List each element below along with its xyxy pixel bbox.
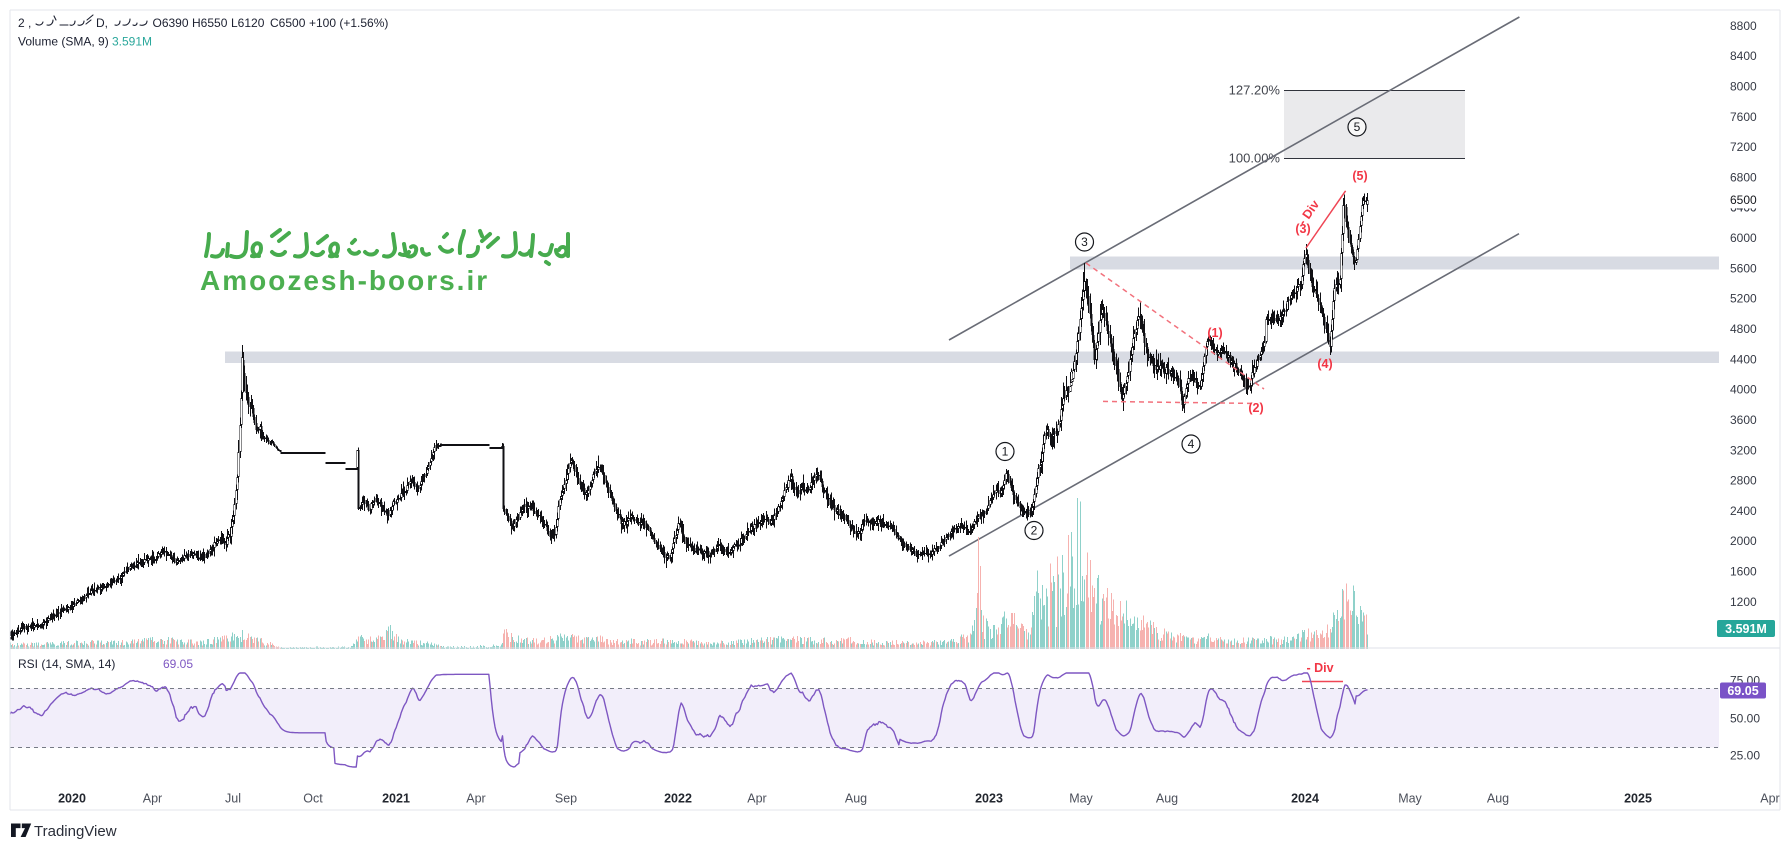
svg-text:1600: 1600 xyxy=(1730,565,1757,579)
svg-text:May: May xyxy=(1069,792,1093,806)
svg-text:(1): (1) xyxy=(1207,326,1222,340)
svg-text:3600: 3600 xyxy=(1730,413,1757,427)
svg-text:2400: 2400 xyxy=(1730,504,1757,518)
svg-text:L6120: L6120 xyxy=(231,16,265,30)
svg-text:Volume (SMA, 9): Volume (SMA, 9) xyxy=(18,35,109,49)
svg-text:4000: 4000 xyxy=(1730,383,1757,397)
svg-text:5: 5 xyxy=(1354,120,1361,134)
svg-text:Apr: Apr xyxy=(747,792,766,806)
svg-text:Aug: Aug xyxy=(1156,792,1178,806)
svg-text:Apr: Apr xyxy=(1760,792,1779,806)
svg-text:RSI (14, SMA, 14): RSI (14, SMA, 14) xyxy=(18,657,115,671)
svg-text:2022: 2022 xyxy=(664,792,692,806)
svg-text:(4): (4) xyxy=(1317,357,1332,371)
svg-text:8400: 8400 xyxy=(1730,49,1757,63)
svg-text:100.00%: 100.00% xyxy=(1229,151,1281,166)
svg-text:2024: 2024 xyxy=(1291,792,1319,806)
svg-text:Apr: Apr xyxy=(143,792,162,806)
svg-text:3.591M: 3.591M xyxy=(112,35,152,49)
svg-text:2020: 2020 xyxy=(58,792,86,806)
svg-text:Oct: Oct xyxy=(303,792,323,806)
svg-text:Aug: Aug xyxy=(845,792,867,806)
svg-text:Aug: Aug xyxy=(1487,792,1509,806)
svg-text:Amoozesh-boors.ir: Amoozesh-boors.ir xyxy=(200,265,489,296)
svg-text:7200: 7200 xyxy=(1730,140,1757,154)
svg-text:6500: 6500 xyxy=(1730,193,1757,207)
svg-text:8000: 8000 xyxy=(1730,79,1757,93)
svg-text:1200: 1200 xyxy=(1730,595,1757,609)
svg-text:D,: D, xyxy=(96,16,108,30)
svg-text:3.591M: 3.591M xyxy=(1725,622,1767,636)
svg-text:6000: 6000 xyxy=(1730,231,1757,245)
svg-text:8800: 8800 xyxy=(1730,19,1757,33)
svg-text:C6500: C6500 xyxy=(270,16,306,30)
svg-text:TradingView: TradingView xyxy=(34,823,117,840)
svg-text:(2): (2) xyxy=(1248,401,1263,415)
svg-text:5200: 5200 xyxy=(1730,292,1757,306)
svg-text:1: 1 xyxy=(1002,445,1009,459)
svg-text:3: 3 xyxy=(1081,235,1088,249)
svg-text:Sep: Sep xyxy=(555,792,577,806)
svg-text:H6550: H6550 xyxy=(192,16,228,30)
svg-text:(3): (3) xyxy=(1295,222,1310,236)
svg-text:2000: 2000 xyxy=(1730,534,1757,548)
svg-text:25.00: 25.00 xyxy=(1730,748,1760,762)
svg-text:4800: 4800 xyxy=(1730,322,1757,336)
svg-text:2025: 2025 xyxy=(1624,792,1652,806)
svg-text:3200: 3200 xyxy=(1730,443,1757,457)
svg-text:7600: 7600 xyxy=(1730,110,1757,124)
svg-text:69.05: 69.05 xyxy=(163,657,193,671)
svg-text:127.20%: 127.20% xyxy=(1229,83,1281,98)
svg-text:4400: 4400 xyxy=(1730,352,1757,366)
svg-text:O6390: O6390 xyxy=(153,16,189,30)
svg-text:+100 (+1.56%): +100 (+1.56%) xyxy=(309,16,388,30)
svg-text:May: May xyxy=(1398,792,1422,806)
svg-text:2023: 2023 xyxy=(975,792,1003,806)
svg-text:4: 4 xyxy=(1188,437,1195,451)
svg-text:6800: 6800 xyxy=(1730,170,1757,184)
svg-text:5600: 5600 xyxy=(1730,261,1757,275)
svg-text:2800: 2800 xyxy=(1730,474,1757,488)
svg-text:50.00: 50.00 xyxy=(1730,712,1760,726)
svg-text:Jul: Jul xyxy=(225,792,241,806)
svg-text:2: 2 xyxy=(1031,524,1038,538)
svg-text:- Div: - Div xyxy=(1306,661,1333,675)
svg-text:Apr: Apr xyxy=(466,792,485,806)
svg-text:2021: 2021 xyxy=(382,792,410,806)
svg-text:2 ,: 2 , xyxy=(18,16,31,30)
svg-text:69.05: 69.05 xyxy=(1727,684,1758,698)
svg-text:(5): (5) xyxy=(1352,169,1367,183)
